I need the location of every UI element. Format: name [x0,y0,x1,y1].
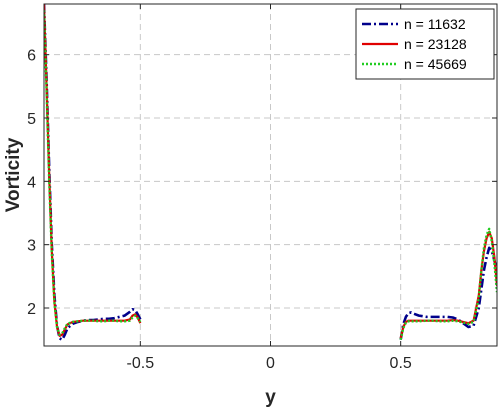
series-layer [44,4,497,341]
legend-label-3: n = 45669 [404,56,467,72]
x-tick-label: -0.5 [127,355,155,372]
y-tick-label: 4 [27,174,36,191]
y-tick-label: 6 [27,48,36,65]
legend: n = 11632 n = 23128 n = 45669 [355,8,495,80]
ticks: -0.5 0 0.5 2 3 4 5 6 [27,4,497,372]
series-line-1-segment-2 [399,246,497,340]
x-tick-label: 0.5 [390,355,412,372]
y-tick-label: 5 [27,111,36,128]
y-axis-label: Vorticity [3,137,24,212]
legend-label-1: n = 11632 [404,16,466,32]
y-tick-label: 2 [27,301,36,318]
series-line-3-segment-1 [44,10,142,336]
y-tick-label: 3 [27,238,36,255]
x-axis-label: y [265,387,276,408]
legend-label-2: n = 23128 [404,36,467,52]
x-tick-label: 0 [266,355,275,372]
grid [44,4,497,346]
